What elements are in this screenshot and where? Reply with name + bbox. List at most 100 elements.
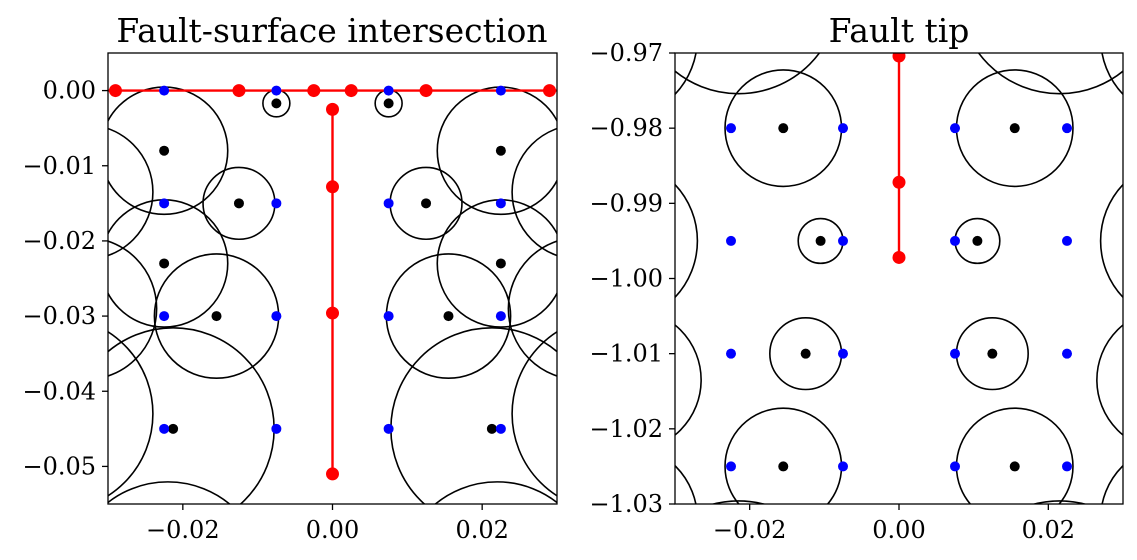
right-circle: [1101, 0, 1137, 120]
right-blue-point: [950, 123, 960, 133]
left-blue-point: [159, 311, 169, 321]
left-blue-point: [384, 198, 394, 208]
right-fault-point: [893, 176, 906, 189]
right-blue-point: [950, 236, 960, 246]
right-y-tick-label: −1.00: [589, 265, 663, 293]
right-x-tick-label: 0.00: [872, 516, 925, 544]
right-blue-point: [1062, 123, 1072, 133]
right-circle-center-point: [816, 236, 826, 246]
left-y-tick-label: −0.05: [22, 452, 96, 480]
right-x-tick-label: 0.02: [1022, 516, 1075, 544]
left-y-tick-label: −0.03: [22, 302, 96, 330]
left-circle-center-point: [271, 98, 281, 108]
right-blue-point: [838, 236, 848, 246]
right-circle: [533, 159, 697, 323]
right-panel-title: Fault tip: [829, 11, 970, 50]
right-circle-center-point: [987, 349, 997, 359]
right-circle-center-point: [625, 375, 635, 385]
right-blue-point: [726, 123, 736, 133]
right-y-tick-label: −1.01: [589, 340, 663, 368]
left-blue-point: [271, 198, 281, 208]
left-fault-point: [420, 84, 433, 97]
left-x-tick-label: 0.00: [306, 516, 359, 544]
right-fault-point: [893, 251, 906, 264]
right-y-tick-label: −1.02: [589, 415, 663, 443]
left-circle-center-point: [81, 187, 91, 197]
left-circle: [0, 317, 153, 512]
left-blue-point: [384, 86, 394, 96]
left-circle-center-point: [384, 98, 394, 108]
left-blue-point: [271, 311, 281, 321]
left-blue-point: [496, 311, 506, 321]
right-y-tick-label: −1.03: [589, 490, 663, 518]
left-blue-point: [496, 424, 506, 434]
left-fault-point: [326, 103, 339, 116]
left-fault-point: [307, 84, 320, 97]
right-blue-point: [950, 461, 960, 471]
left-circle-center-point: [159, 146, 169, 156]
right-y-tick-label: −0.98: [589, 114, 663, 142]
left-plot-area: [0, 84, 707, 560]
right-circle-center-point: [801, 349, 811, 359]
right-circle-center-point: [1010, 461, 1020, 471]
left-fault-point: [345, 84, 358, 97]
left-y-tick-label: 0.00: [43, 77, 96, 105]
left-x-tick-label: −0.02: [146, 516, 220, 544]
right-circle: [1101, 159, 1137, 323]
left-circle-center-point: [51, 409, 61, 419]
left-blue-point: [159, 198, 169, 208]
right-circle-center-point: [972, 236, 982, 246]
right-panel: −0.02 0.00 0.02 −0.97 −0.98 −0.99 −1.00 −1.01 −1…: [533, 0, 1137, 560]
left-blue-point: [384, 311, 394, 321]
right-blue-point: [726, 461, 736, 471]
right-circle-center-point: [1010, 123, 1020, 133]
left-blue-point: [159, 86, 169, 96]
right-circle-center-point: [778, 123, 788, 133]
right-blue-point: [950, 349, 960, 359]
left-circle-center-point: [168, 424, 178, 434]
left-blue-point: [271, 424, 281, 434]
left-circle-center-point: [234, 198, 244, 208]
right-blue-point: [1062, 349, 1072, 359]
left-y-tick-label: −0.02: [22, 227, 96, 255]
left-blue-point: [384, 424, 394, 434]
right-blue-point: [838, 349, 848, 359]
right-blue-point: [726, 236, 736, 246]
right-blue-point: [1062, 236, 1072, 246]
left-circle-center-point: [487, 424, 497, 434]
right-fault-point: [893, 50, 906, 63]
right-blue-point: [726, 349, 736, 359]
left-fault-point: [543, 84, 556, 97]
left-circle-center-point: [574, 187, 584, 197]
right-blue-point: [838, 461, 848, 471]
left-circle-center-point: [443, 311, 453, 321]
left-blue-point: [496, 86, 506, 96]
right-circle: [1101, 444, 1137, 560]
right-blue-point: [1062, 461, 1072, 471]
left-circle-center-point: [159, 258, 169, 268]
left-fault-point: [326, 467, 339, 480]
left-x-tick-label: 0.02: [455, 516, 508, 544]
left-blue-point: [271, 86, 281, 96]
left-y-tick-label: −0.01: [22, 152, 96, 180]
left-circle-center-point: [496, 146, 506, 156]
right-circle-center-point: [778, 461, 788, 471]
left-circle-center-point: [421, 198, 431, 208]
left-blue-point: [159, 424, 169, 434]
right-x-tick-label: −0.02: [713, 516, 787, 544]
right-circle: [638, 0, 840, 94]
left-y-tick-label: −0.04: [22, 377, 96, 405]
left-panel-title: Fault-surface intersection: [116, 11, 547, 50]
left-circle-center-point: [212, 311, 222, 321]
left-fault-point: [326, 307, 339, 320]
left-fault-point: [232, 84, 245, 97]
left-circle-center-point: [496, 258, 506, 268]
left-blue-point: [496, 198, 506, 208]
right-y-tick-label: −0.97: [589, 39, 663, 67]
right-circle-center-point: [610, 236, 620, 246]
left-fault-point: [109, 84, 122, 97]
right-y-tick-label: −0.99: [589, 189, 663, 217]
right-blue-point: [838, 123, 848, 133]
left-circle-center-point: [574, 304, 584, 314]
